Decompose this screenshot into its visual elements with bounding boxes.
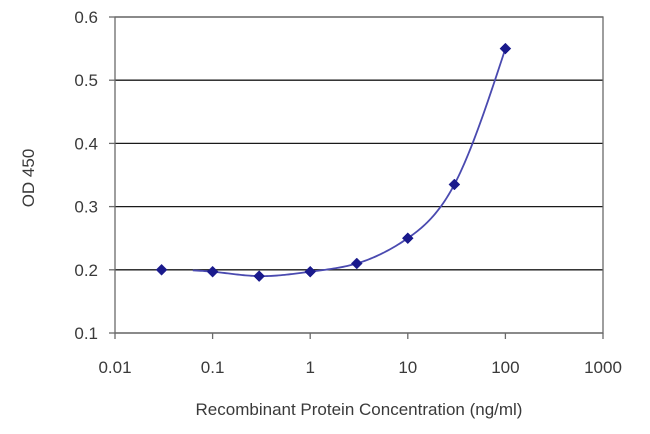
- x-tick-label: 1: [305, 358, 314, 377]
- data-point: [304, 265, 317, 278]
- x-tick-label: 1000: [584, 358, 622, 377]
- y-tick-label: 0.4: [74, 134, 98, 153]
- x-tick-label: 10: [398, 358, 417, 377]
- x-tick-label: 0.1: [201, 358, 225, 377]
- data-point: [155, 263, 168, 276]
- y-tick-label: 0.6: [74, 8, 98, 27]
- x-tick-label: 0.01: [98, 358, 131, 377]
- y-tick-label: 0.1: [74, 324, 98, 343]
- fit-curve: [192, 48, 507, 278]
- y-tick-label: 0.5: [74, 71, 98, 90]
- plot-frame: [114, 16, 604, 334]
- data-point: [206, 265, 219, 278]
- y-tick-label: 0.2: [74, 261, 98, 280]
- data-point: [253, 270, 266, 282]
- data-point: [499, 42, 512, 55]
- y-axis-label: OD 450: [19, 149, 38, 208]
- x-axis-label: Recombinant Protein Concentration (ng/ml…: [196, 400, 523, 419]
- x-tick-label: 100: [491, 358, 519, 377]
- data-point: [401, 232, 414, 245]
- y-tick-label: 0.3: [74, 198, 98, 217]
- data-point: [448, 178, 461, 191]
- data-point: [350, 257, 363, 270]
